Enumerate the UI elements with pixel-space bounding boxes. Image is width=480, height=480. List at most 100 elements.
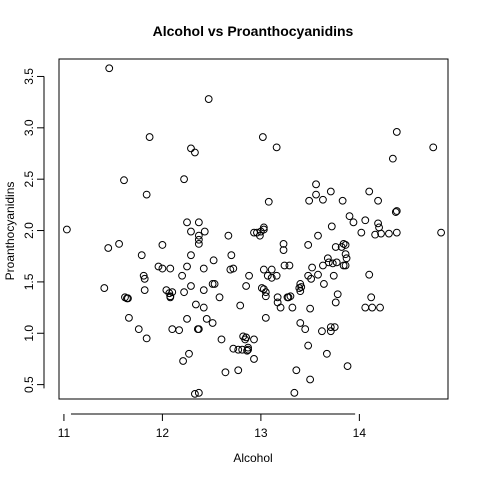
- data-point: [305, 342, 312, 349]
- x-axis-ticks: 11 12 13 14: [58, 414, 367, 440]
- data-point: [237, 302, 244, 309]
- data-point: [273, 144, 280, 151]
- data-points: [63, 65, 444, 397]
- data-point: [192, 149, 199, 156]
- data-point: [243, 283, 250, 290]
- data-point: [321, 281, 328, 288]
- data-point: [315, 271, 322, 278]
- data-point: [228, 252, 235, 259]
- y-tick-label: 1.0: [22, 325, 36, 342]
- data-point: [319, 328, 326, 335]
- data-point: [143, 191, 150, 198]
- data-point: [218, 336, 225, 343]
- data-point: [126, 314, 133, 321]
- data-point: [246, 272, 253, 279]
- data-point: [235, 367, 242, 374]
- data-point: [366, 188, 373, 195]
- data-point: [135, 326, 142, 333]
- data-point: [143, 335, 150, 342]
- y-tick-label: 2.5: [22, 171, 36, 188]
- data-point: [264, 272, 271, 279]
- data-point: [167, 265, 174, 272]
- data-point: [159, 265, 166, 272]
- data-point: [358, 229, 365, 236]
- data-point: [181, 289, 188, 296]
- data-point: [362, 304, 369, 311]
- y-axis-label: Proanthocyanidins: [3, 182, 17, 281]
- data-point: [209, 320, 216, 327]
- chart-title: Alcohol vs Proanthocyanidins: [153, 23, 354, 39]
- data-point: [184, 315, 191, 322]
- data-point: [393, 129, 400, 136]
- data-point: [334, 291, 341, 298]
- data-point: [386, 230, 393, 237]
- x-tick-label: 12: [156, 426, 170, 440]
- data-point: [342, 242, 349, 249]
- data-point: [333, 259, 340, 266]
- data-point: [343, 255, 350, 262]
- data-point: [438, 229, 445, 236]
- data-point: [181, 176, 188, 183]
- data-point: [251, 356, 258, 363]
- data-point: [265, 198, 272, 205]
- data-point: [309, 264, 316, 271]
- data-point: [201, 228, 208, 235]
- y-tick-label: 3.5: [22, 68, 36, 85]
- data-point: [331, 324, 338, 331]
- data-point: [268, 266, 275, 273]
- data-point: [180, 358, 187, 365]
- data-point: [332, 299, 339, 306]
- data-point: [235, 346, 242, 353]
- data-point: [141, 287, 148, 294]
- data-point: [200, 265, 207, 272]
- data-point: [179, 272, 186, 279]
- data-point: [389, 155, 396, 162]
- data-point: [366, 271, 373, 278]
- data-point: [205, 96, 212, 103]
- data-point: [306, 197, 313, 204]
- data-point: [307, 305, 314, 312]
- data-point: [200, 304, 207, 311]
- data-point: [307, 376, 314, 383]
- data-point: [297, 320, 304, 327]
- data-point: [315, 232, 322, 239]
- data-point: [195, 240, 202, 247]
- data-point: [323, 350, 330, 357]
- data-point: [192, 301, 199, 308]
- data-point: [327, 188, 334, 195]
- y-tick-label: 0.5: [22, 376, 36, 393]
- x-tick-label: 14: [353, 426, 367, 440]
- data-point: [230, 345, 237, 352]
- data-point: [377, 304, 384, 311]
- x-tick-label: 13: [254, 426, 268, 440]
- y-tick-label: 2.0: [22, 222, 36, 239]
- data-point: [350, 219, 357, 226]
- data-point: [327, 328, 334, 335]
- y-axis-ticks: 0.5 1.0 1.5 2.0 2.5 3.0 3.5: [22, 68, 44, 393]
- data-point: [313, 181, 320, 188]
- data-point: [159, 242, 166, 249]
- data-point: [313, 191, 320, 198]
- data-point: [155, 263, 162, 270]
- data-point: [330, 272, 337, 279]
- data-point: [195, 389, 202, 396]
- data-point: [176, 327, 183, 334]
- data-point: [184, 219, 191, 226]
- data-point: [106, 65, 113, 72]
- data-point: [262, 314, 269, 321]
- data-point: [121, 177, 128, 184]
- data-point: [251, 336, 258, 343]
- data-point: [362, 217, 369, 224]
- data-point: [105, 245, 112, 252]
- data-point: [200, 287, 207, 294]
- data-point: [188, 228, 195, 235]
- data-point: [277, 304, 284, 311]
- data-point: [302, 326, 309, 333]
- data-point: [346, 213, 353, 220]
- data-point: [375, 197, 382, 204]
- data-point: [430, 144, 437, 151]
- data-point: [210, 257, 217, 264]
- data-point: [305, 242, 312, 249]
- data-point: [286, 262, 293, 269]
